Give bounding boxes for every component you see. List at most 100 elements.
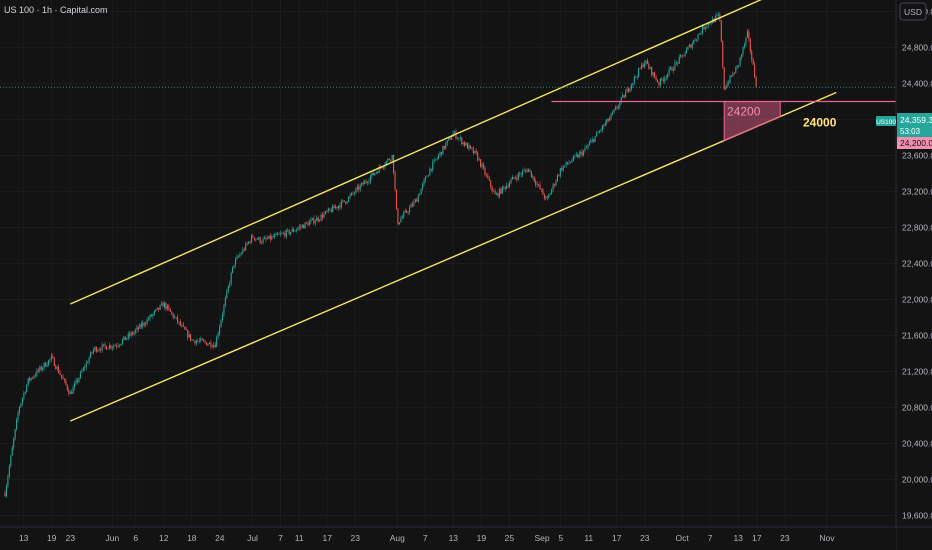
candle-body bbox=[264, 237, 266, 239]
candle-body bbox=[326, 211, 328, 212]
candle-body bbox=[88, 357, 90, 363]
time-tick-label: 6 bbox=[133, 533, 138, 543]
candle-body bbox=[504, 186, 506, 189]
time-tick-label: 7 bbox=[708, 533, 713, 543]
candle-body bbox=[730, 75, 732, 77]
candle-body bbox=[565, 162, 567, 166]
candle-body bbox=[110, 345, 112, 349]
candle-body bbox=[368, 181, 370, 183]
price-tick-label: 20,800.0 bbox=[902, 403, 932, 413]
candle-body bbox=[542, 189, 544, 195]
candle-body bbox=[171, 311, 173, 314]
candle-body bbox=[165, 302, 167, 310]
candle-body bbox=[694, 40, 696, 41]
candle-body bbox=[410, 204, 412, 208]
candle-body bbox=[403, 212, 405, 217]
candle-body bbox=[145, 323, 147, 325]
time-axis[interactable] bbox=[0, 527, 896, 550]
candle-body bbox=[617, 106, 619, 109]
candle-body bbox=[677, 62, 679, 64]
candle-body bbox=[275, 233, 277, 235]
candle-body bbox=[119, 345, 121, 346]
candle-body bbox=[523, 170, 525, 172]
candle-body bbox=[269, 235, 271, 240]
candle-body bbox=[739, 57, 741, 66]
candle-body bbox=[259, 237, 261, 243]
candle-body bbox=[68, 389, 70, 394]
current-price-tag[interactable]: 24,359.3 53:03 bbox=[897, 113, 932, 137]
support-level-tag-label: 24,200.0 bbox=[900, 138, 932, 148]
candle-body bbox=[195, 341, 197, 344]
annotations: 24200 24000 bbox=[727, 105, 837, 130]
candle-body bbox=[480, 159, 482, 167]
candle-body bbox=[16, 419, 18, 430]
candle-body bbox=[612, 112, 614, 114]
price-tick-label: 22,800.0 bbox=[902, 223, 932, 233]
candle-body bbox=[40, 366, 42, 370]
candle-body bbox=[700, 33, 702, 34]
candle-body bbox=[345, 201, 347, 204]
candle-body bbox=[42, 367, 44, 370]
time-tick-label: Sep bbox=[534, 533, 549, 543]
currency-button[interactable]: USD bbox=[899, 2, 927, 21]
candle-body bbox=[253, 237, 255, 240]
candle-body bbox=[564, 165, 566, 167]
candle-body bbox=[690, 44, 692, 48]
candle-body bbox=[281, 233, 283, 235]
candle-body bbox=[372, 172, 374, 175]
candle-body bbox=[424, 176, 427, 181]
candle-body bbox=[146, 319, 148, 324]
candle-body bbox=[487, 175, 489, 179]
candle-body bbox=[229, 283, 231, 287]
candle-body bbox=[627, 88, 630, 92]
candle-body bbox=[509, 183, 511, 187]
candle-body bbox=[498, 188, 500, 197]
candle-body bbox=[375, 172, 377, 174]
price-axis[interactable] bbox=[896, 0, 932, 526]
candle-body bbox=[732, 73, 734, 77]
candle-body bbox=[239, 254, 241, 257]
candle-body bbox=[366, 182, 369, 183]
candle-body bbox=[745, 37, 747, 45]
candle-body bbox=[124, 336, 126, 340]
candle-body bbox=[29, 378, 31, 381]
candle-body bbox=[81, 371, 83, 373]
time-tick-label: 13 bbox=[449, 533, 459, 543]
price-axis-labels: 19,600.0 20,000.0 20,400.0 20,800.0 21,200.0… bbox=[902, 7, 932, 521]
candle-body bbox=[474, 150, 476, 154]
time-tick-label: 23 bbox=[640, 533, 650, 543]
candle-body bbox=[210, 342, 212, 347]
candle-body bbox=[493, 190, 495, 192]
support-level-tag[interactable]: 24,200.0 bbox=[897, 137, 932, 149]
candle-body bbox=[572, 156, 574, 161]
candle-body bbox=[439, 152, 441, 156]
candle-body bbox=[475, 150, 477, 153]
candle-body bbox=[467, 143, 469, 149]
candle-body bbox=[507, 185, 509, 187]
candle-body bbox=[319, 219, 321, 221]
candle-body bbox=[304, 222, 306, 229]
candle-body bbox=[438, 155, 440, 159]
candle-body bbox=[543, 194, 545, 199]
price-tick-label: 22,400.0 bbox=[902, 259, 932, 269]
candle-body bbox=[327, 208, 329, 212]
candle-body bbox=[488, 178, 490, 181]
symbol-tag[interactable]: US100 bbox=[876, 116, 896, 126]
price-tick-label: 22,000.0 bbox=[902, 295, 932, 305]
symbol-tag-label: US100 bbox=[876, 119, 896, 126]
candle-body bbox=[464, 142, 466, 146]
candle-body bbox=[330, 209, 332, 212]
candle-body bbox=[45, 362, 47, 367]
candle-body bbox=[445, 143, 447, 149]
candle-body bbox=[607, 118, 609, 121]
candle-body bbox=[105, 346, 108, 350]
candle-body bbox=[469, 145, 471, 148]
candle-body bbox=[249, 241, 251, 243]
candle-body bbox=[567, 162, 569, 164]
candle-body bbox=[390, 159, 392, 161]
candle-body bbox=[578, 153, 580, 158]
candle-body bbox=[735, 67, 737, 74]
candle-body bbox=[510, 179, 512, 184]
candle-body bbox=[674, 62, 676, 70]
